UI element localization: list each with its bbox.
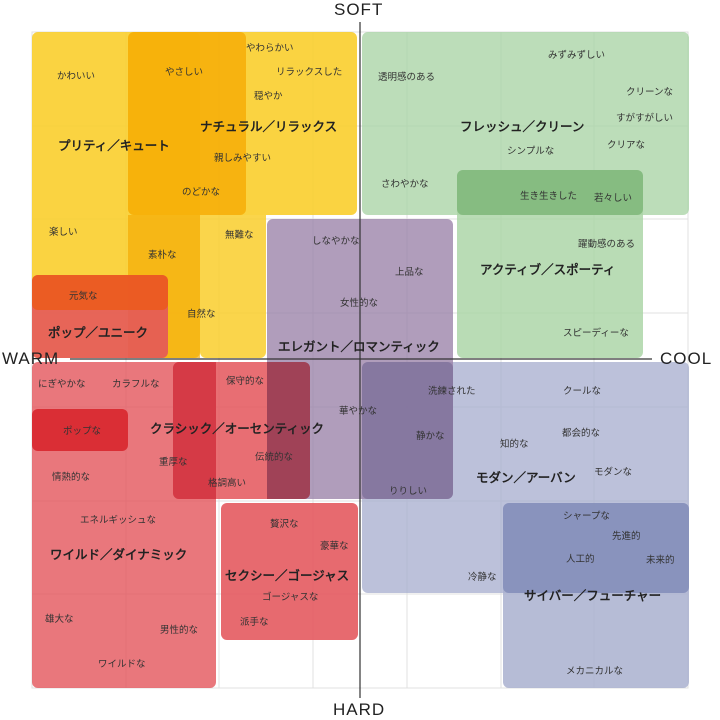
word-label: 先進的	[612, 531, 641, 542]
zone-pop-highlight	[32, 409, 128, 451]
zone-elegant-classic-overlap	[267, 362, 310, 499]
word-label: 素朴な	[148, 250, 177, 261]
category-cyber-future: サイバー／フューチャー	[524, 588, 662, 603]
category-pop-unique: ポップ／ユニーク	[48, 325, 149, 340]
word-label: 生き生きした	[520, 191, 578, 202]
word-label: 格調高い	[208, 478, 247, 489]
zone-elegant-modern-overlap	[362, 362, 453, 499]
word-label: のどかな	[182, 187, 221, 198]
zone-natural-relax-lower	[200, 215, 266, 358]
word-label: 伝統的な	[255, 452, 294, 463]
axis-label-bottom: HARD	[333, 700, 386, 719]
word-label: カラフルな	[112, 379, 160, 390]
word-label: 元気な	[69, 291, 98, 302]
word-label: 人工的	[566, 554, 595, 565]
word-label: 穏やか	[254, 91, 283, 102]
word-label: クールな	[563, 386, 602, 397]
axis-label-left: WARM	[2, 349, 60, 368]
zone-fresh-active-overlap	[457, 170, 643, 215]
word-label: リラックスした	[276, 67, 343, 78]
word-label: 若々しい	[594, 193, 633, 204]
category-sexy-gorgeous: セクシー／ゴージャス	[225, 568, 350, 583]
category-pretty-cute: プリティ／キュート	[58, 138, 170, 153]
axis-label-right: COOL	[660, 349, 713, 368]
zone-sexy-gorgeous	[221, 503, 358, 640]
word-label: 知的な	[500, 439, 529, 450]
word-label: 重厚な	[159, 457, 188, 468]
word-label: 上品な	[395, 267, 424, 278]
word-label: 躍動感のある	[578, 239, 636, 250]
word-label: ワイルドな	[98, 659, 146, 670]
zone-modern-cyber-overlap	[503, 503, 689, 593]
word-label: かわいい	[57, 71, 96, 82]
word-label: 女性的な	[340, 298, 379, 309]
word-label: 保守的な	[226, 376, 265, 387]
category-wild-dynamic: ワイルド／ダイナミック	[50, 547, 188, 562]
word-label: 洗練された	[428, 386, 476, 397]
category-elegant-romantic: エレガント／ロマンティック	[278, 339, 440, 354]
word-label: 静かな	[416, 431, 445, 442]
word-label: にぎやかな	[38, 379, 86, 390]
word-label: 男性的な	[160, 625, 199, 636]
word-label: 派手な	[240, 617, 269, 628]
word-label: さわやかな	[381, 179, 429, 190]
word-label: スピーディーな	[563, 328, 629, 339]
word-label: 親しみやすい	[214, 153, 272, 164]
word-label: 雄大な	[45, 614, 74, 625]
zone-genki-highlight	[32, 275, 168, 310]
word-label: ゴージャスな	[262, 592, 319, 603]
zone-classic-wild-overlap	[173, 362, 216, 499]
word-label: 都会的な	[562, 428, 601, 439]
category-active-sporty: アクティブ／スポーティ	[480, 262, 616, 277]
word-label: 自然な	[187, 309, 216, 320]
category-modern-urban: モダン／アーバン	[476, 470, 576, 485]
word-label: すがすがしい	[616, 113, 674, 124]
axis-label-top: SOFT	[334, 0, 384, 19]
word-label: メカニカルな	[566, 666, 624, 677]
word-label: 未来的	[646, 555, 675, 566]
word-label: シャープな	[563, 511, 610, 522]
word-label: 豪華な	[320, 541, 349, 552]
word-label: ポップな	[63, 426, 102, 437]
word-label: エネルギッシュな	[80, 515, 157, 526]
category-natural-relax: ナチュラル／リラックス	[200, 119, 338, 134]
word-label: 透明感のある	[378, 72, 436, 83]
word-label: みずみずしい	[548, 50, 606, 61]
word-label: りりしい	[389, 486, 428, 497]
category-fresh-clean: フレッシュ／クリーン	[460, 119, 585, 134]
category-classic-authentic: クラシック／オーセンティック	[150, 421, 325, 436]
word-label: 贅沢な	[270, 519, 299, 530]
word-label: 情熱的な	[52, 472, 91, 483]
word-label: 楽しい	[49, 227, 78, 238]
word-label: クリーンな	[626, 87, 674, 98]
word-label: しなやかな	[312, 236, 360, 247]
word-label: 華やかな	[339, 406, 378, 417]
word-label: やさしい	[165, 67, 204, 78]
word-label: 無難な	[225, 230, 254, 241]
word-label: モダンな	[594, 467, 633, 478]
word-label: やわらかい	[246, 43, 294, 54]
zone-pretty-natural-overlap	[128, 32, 246, 215]
word-label: クリアな	[607, 140, 646, 151]
word-label: 冷静な	[468, 572, 497, 583]
word-label: シンプルな	[507, 146, 555, 157]
